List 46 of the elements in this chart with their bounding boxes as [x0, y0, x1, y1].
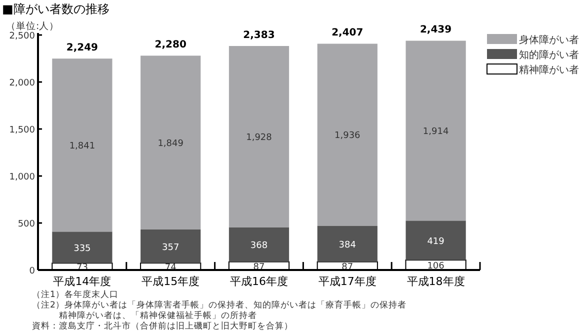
y-tick-label: 2,000 — [9, 78, 36, 88]
y-tick-label: 0 — [29, 266, 36, 276]
total-label: 2,439 — [420, 24, 452, 36]
y-tick-label: 500 — [18, 220, 36, 230]
data-label: 1,928 — [246, 133, 272, 144]
data-label: 106 — [427, 262, 445, 272]
data-label: 419 — [427, 236, 445, 247]
x-tick-label: 平成18年度 — [406, 275, 465, 288]
x-tick-label: 平成14年度 — [53, 275, 112, 288]
chart-title: ■障がい者数の推移 — [2, 2, 110, 16]
data-label: 1,936 — [334, 131, 361, 142]
total-label: 2,383 — [243, 30, 275, 41]
bar — [406, 220, 466, 260]
x-tick-label: 平成15年度 — [142, 275, 200, 288]
legend-label: 身体障がい者 — [519, 34, 579, 46]
data-label: 1,914 — [422, 127, 449, 138]
total-label: 2,249 — [66, 42, 98, 54]
legend-label: 知的障がい者 — [519, 49, 579, 61]
bar — [140, 56, 201, 230]
bar — [317, 226, 378, 262]
total-label: 2,407 — [332, 28, 364, 39]
data-label: 368 — [250, 241, 268, 252]
bar — [317, 44, 378, 226]
bar — [52, 58, 112, 232]
data-label: 1,841 — [69, 142, 96, 152]
data-label: 1,849 — [158, 139, 184, 150]
legend-label: 精神障がい者 — [519, 64, 579, 76]
total-label: 2,280 — [154, 40, 186, 51]
data-label: 384 — [338, 240, 356, 250]
bar — [140, 229, 201, 264]
text: （注1）各年度末人口 — [32, 289, 118, 300]
text: 資料：渡島支庁・北斗市（合併前は旧上磯町と旧大野町を合算） — [32, 320, 293, 332]
text: 精神障がい者は、「精神保健福祉手帳」の所持者 — [32, 310, 257, 321]
x-tick-label: 平成16年度 — [230, 275, 288, 288]
data-label: 357 — [162, 242, 180, 253]
bar — [228, 46, 290, 228]
x-tick-label: 平成17年度 — [318, 275, 376, 288]
data-label: 335 — [74, 244, 91, 254]
y-tick-label: 1,500 — [9, 126, 36, 136]
bar — [52, 232, 112, 264]
text: （注2）身体障がい者は「身体障害者手帳」の保持者、知的障がい者は「療育手帳」の保持者 — [32, 300, 406, 310]
y-tick-label: 1,000 — [9, 172, 36, 182]
bar — [406, 40, 466, 221]
y-tick-label: 2,500 — [9, 32, 36, 42]
bar — [228, 227, 290, 262]
y-axis-title: （単位:人） — [6, 20, 60, 32]
